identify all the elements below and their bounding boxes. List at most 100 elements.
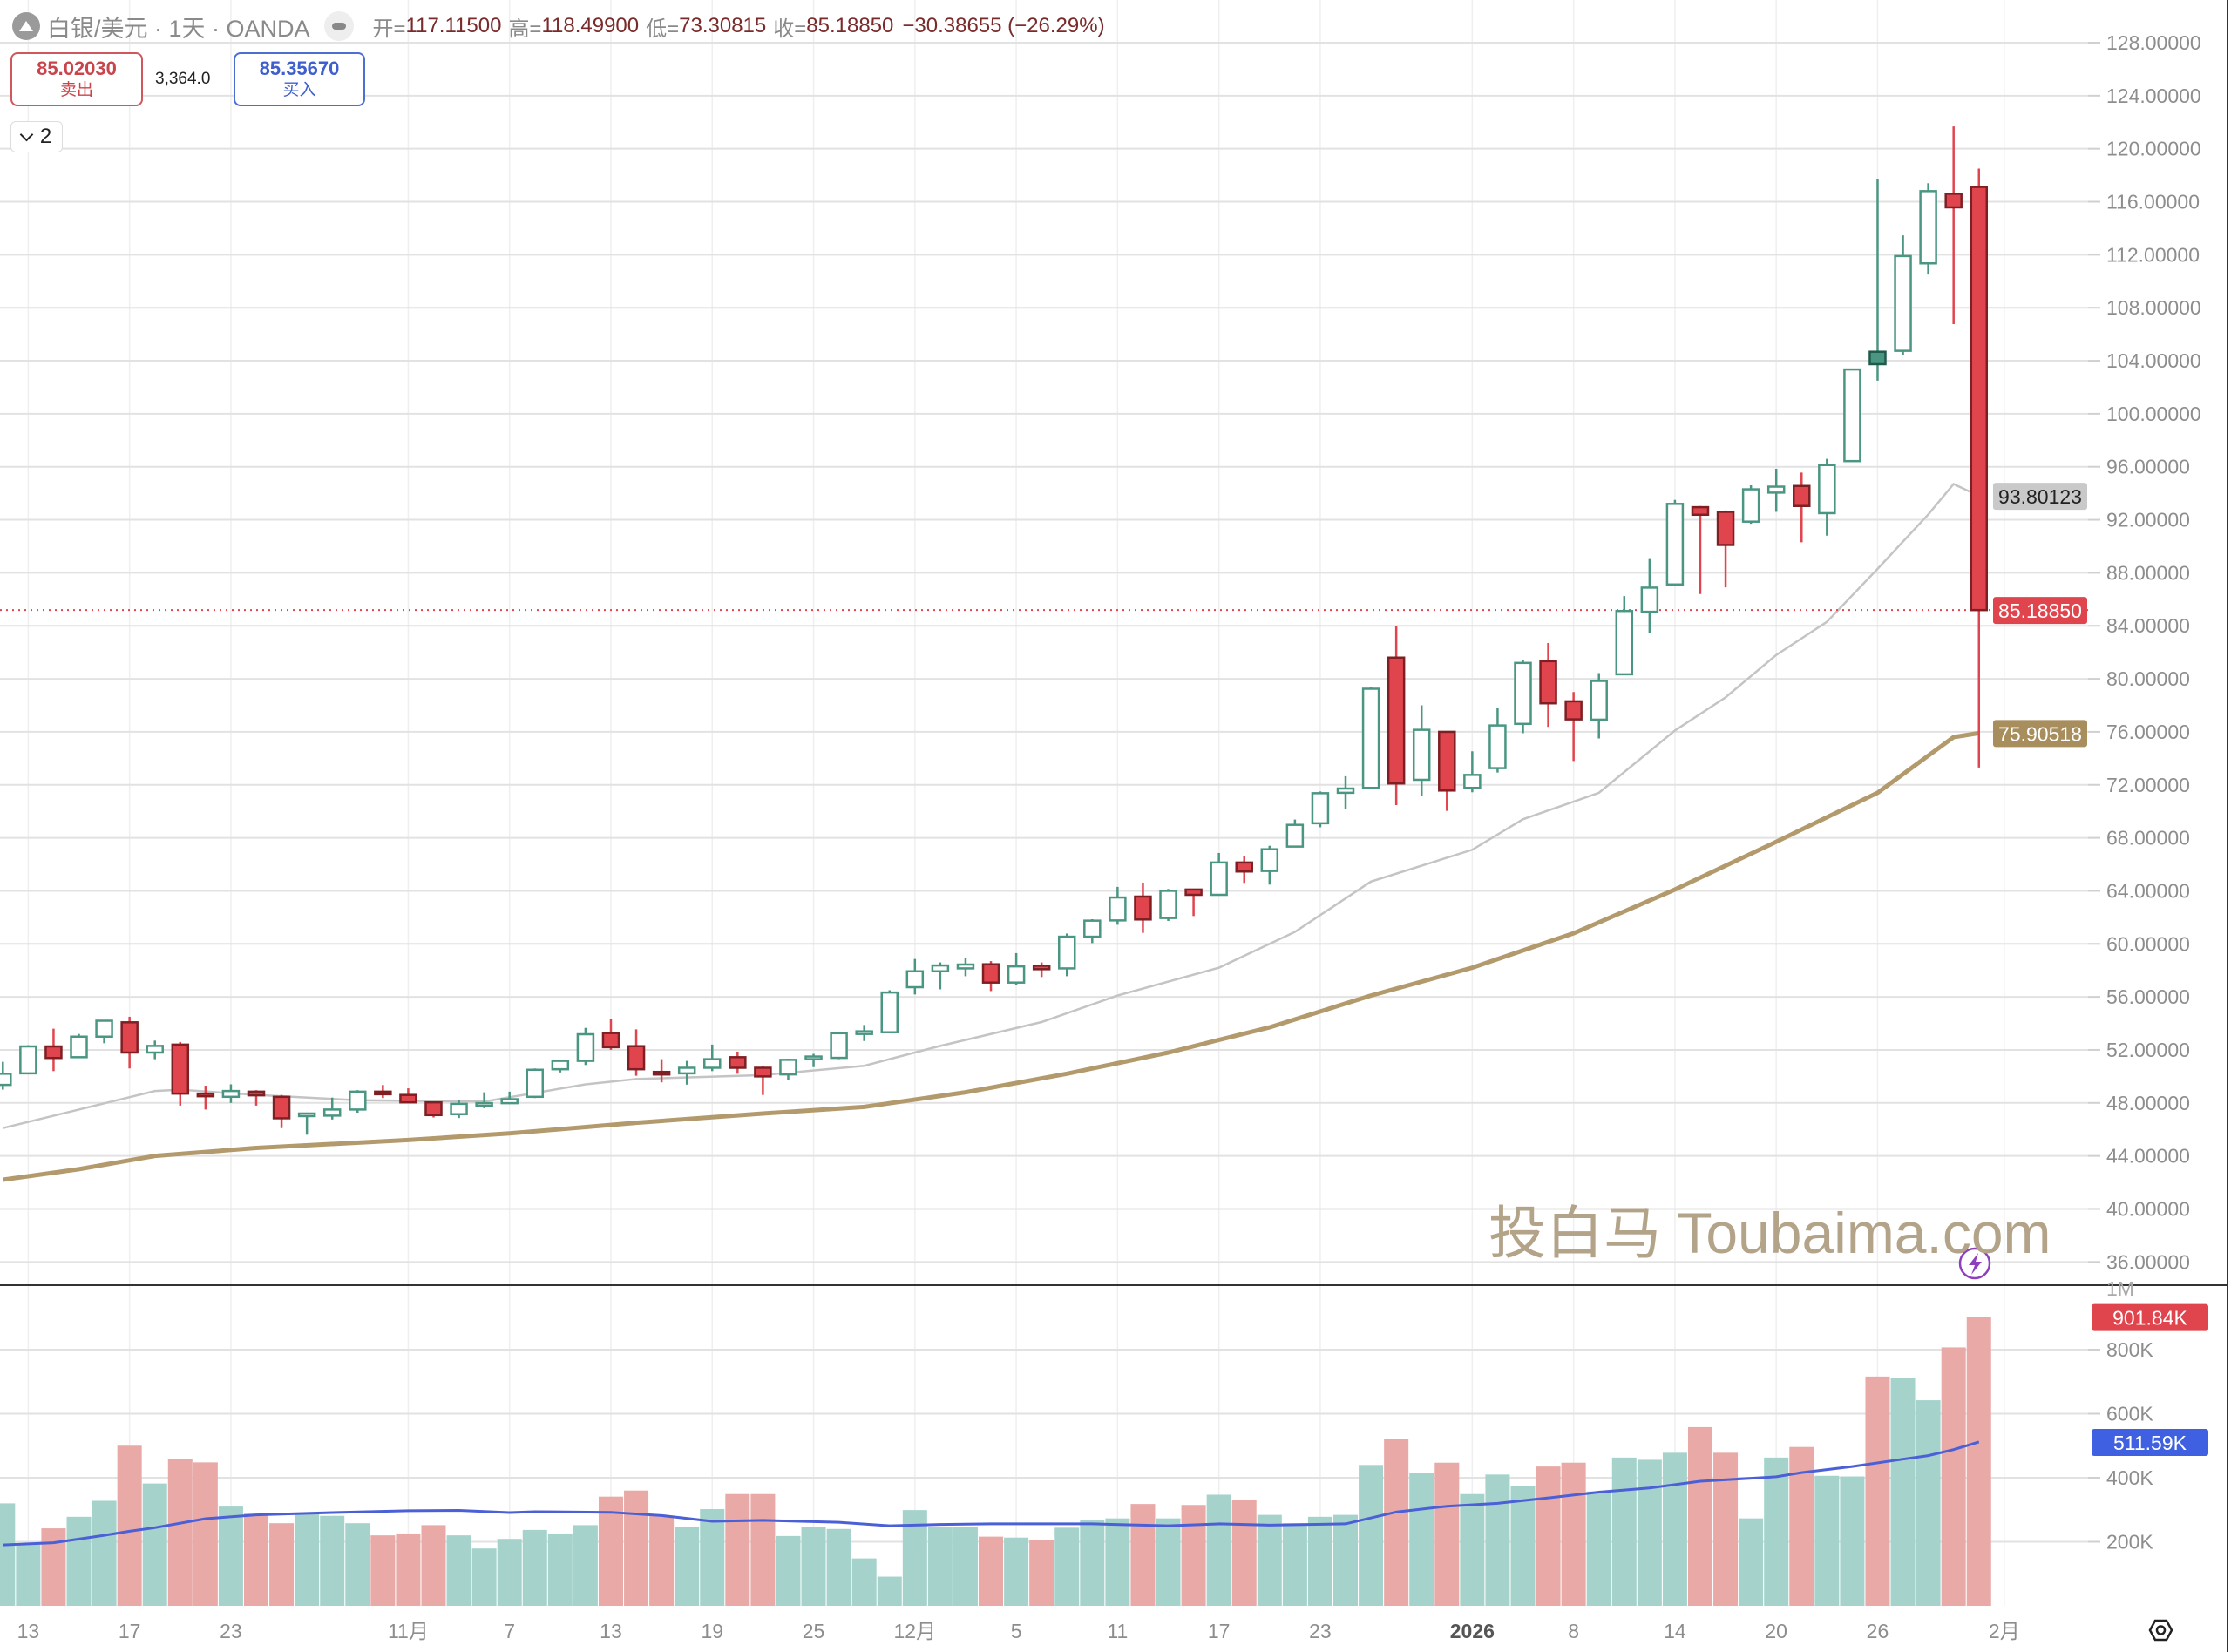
candle-body[interactable] [1843,368,1861,463]
candle-body[interactable] [424,1100,443,1117]
candle-body[interactable] [1235,861,1253,873]
candle-body[interactable] [450,1102,468,1115]
candle-body[interactable] [880,991,899,1033]
candle-body[interactable] [1590,680,1608,721]
sell-button[interactable]: 85.02030 卖出 [10,52,143,106]
candle-body[interactable] [1665,503,1685,586]
candle-body[interactable] [146,1045,164,1054]
candle-body[interactable] [754,1066,772,1078]
candle-body[interactable] [1387,656,1406,785]
candle-body[interactable] [1868,350,1887,366]
candle-body[interactable] [1260,848,1279,872]
indicators-toggle-button[interactable]: 2 [10,121,63,152]
buy-button[interactable]: 85.35670 买入 [234,52,365,106]
volume-bar [522,1529,547,1606]
candle-body[interactable] [70,1035,88,1059]
candle-body[interactable] [1463,774,1482,789]
candle-body[interactable] [1564,700,1583,721]
candle-body[interactable] [931,964,950,973]
candle-body[interactable] [1210,861,1228,897]
candle-body[interactable] [905,970,925,989]
symbol-title[interactable]: 白银/美元 · 1天 · OANDA [47,15,310,42]
candle-body[interactable] [374,1090,392,1096]
candle-body[interactable] [1615,609,1634,676]
candle-body[interactable] [120,1021,139,1054]
volume-bar [1890,1378,1916,1606]
candle-body[interactable] [1691,505,1710,517]
price-axis-label: 52.00000 [2106,1039,2190,1061]
candle-body[interactable] [171,1043,190,1095]
candle-body[interactable] [1716,511,1735,546]
candle-body[interactable] [1285,823,1305,848]
candle-body[interactable] [830,1032,848,1060]
candle-body[interactable] [703,1058,722,1069]
candle-body[interactable] [1818,464,1836,515]
candle-body[interactable] [1793,484,1811,507]
candle-body[interactable] [1007,965,1026,984]
eye-hide-icon[interactable] [323,11,354,41]
candle-body[interactable] [399,1093,417,1104]
candle-body[interactable] [1539,660,1557,705]
candle-body[interactable] [1944,193,1963,209]
x-axis-label: 20 [1765,1620,1787,1642]
candle-body[interactable] [601,1032,620,1049]
volume-bar [1282,1523,1307,1606]
candle-body[interactable] [1109,896,1127,922]
volume-bar [725,1493,750,1606]
candle-body[interactable] [1894,254,1912,352]
candle-body[interactable] [1032,965,1051,971]
volume-bar [269,1523,295,1606]
candle-body[interactable] [981,963,1000,984]
candle-body[interactable] [956,963,975,970]
candle-body[interactable] [677,1066,696,1075]
candle-body[interactable] [1741,488,1760,523]
candle-body[interactable] [272,1095,291,1120]
candle-body[interactable] [1057,935,1076,970]
candle-body[interactable] [1361,687,1380,789]
candle-body[interactable] [322,1108,342,1117]
candle-body[interactable] [349,1090,367,1111]
candle-body[interactable] [247,1090,266,1097]
candle-body[interactable] [1766,485,1786,494]
price-axis-label: 100.00000 [2106,403,2201,425]
candle-body[interactable] [576,1032,595,1062]
price-axis-label: 80.00000 [2106,667,2190,690]
candle-body[interactable] [1514,661,1532,726]
candle-body[interactable] [729,1056,747,1069]
candle-body[interactable] [1311,792,1330,825]
x-axis-label: 2026 [1450,1620,1495,1642]
candle-body[interactable] [551,1060,570,1071]
candle-body[interactable] [1919,190,1937,265]
candle-body[interactable] [1970,186,1989,612]
candle-body[interactable] [196,1092,215,1098]
candle-body[interactable] [627,1045,646,1071]
candle-body[interactable] [526,1068,545,1099]
candle-body[interactable] [1083,919,1102,938]
candle-body[interactable] [221,1089,241,1099]
candle-body[interactable] [1488,724,1507,769]
candle-body[interactable] [1412,728,1431,782]
candle-body[interactable] [1336,787,1355,795]
candle-body[interactable] [1640,586,1659,613]
candle-body[interactable] [19,1045,37,1075]
candle-body[interactable] [1184,888,1203,897]
candle-body[interactable] [1438,730,1456,792]
candle-body[interactable] [0,1073,12,1087]
candle-body[interactable] [95,1019,113,1039]
x-axis-label: 23 [220,1620,242,1642]
volume-bar [598,1496,623,1606]
candle-body[interactable] [475,1101,493,1107]
settings-hex-icon[interactable] [2148,1619,2173,1642]
candle-body[interactable] [500,1098,519,1105]
candle-body[interactable] [855,1030,873,1035]
candle-body[interactable] [779,1059,797,1076]
volume-bar [92,1500,117,1606]
candle-body[interactable] [1134,895,1152,921]
candle-body[interactable] [297,1112,316,1118]
candle-body[interactable] [44,1045,63,1060]
candle-body[interactable] [1159,890,1177,919]
volume-bar [1611,1457,1637,1606]
candle-body[interactable] [652,1070,671,1076]
candle-body[interactable] [804,1055,823,1060]
